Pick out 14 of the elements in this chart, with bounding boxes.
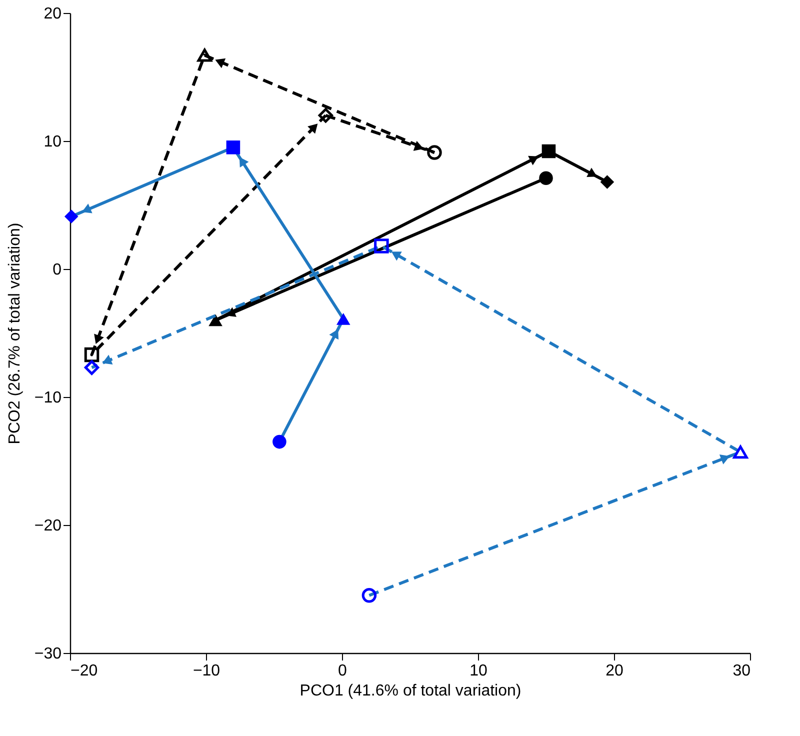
x-tick-label: 0 xyxy=(338,662,348,680)
x-tick-label: −10 xyxy=(192,662,220,680)
x-tick-label: 30 xyxy=(732,662,751,680)
x-axis-title: PCO1 (41.6% of total variation) xyxy=(300,682,522,700)
x-tick-label: 10 xyxy=(470,662,488,680)
y-tick-label: 0 xyxy=(52,262,62,278)
y-tick-label: −10 xyxy=(34,390,62,406)
y-tick-label: −30 xyxy=(34,646,62,662)
y-tick-label: 20 xyxy=(44,6,62,22)
y-axis-title: PCO2 (26.7% of total variation) xyxy=(6,222,24,444)
x-tick-label: 20 xyxy=(606,662,624,680)
x-tick-label: −20 xyxy=(70,662,98,680)
y-tick-label: −20 xyxy=(34,518,62,534)
y-tick-label: 10 xyxy=(44,134,62,150)
